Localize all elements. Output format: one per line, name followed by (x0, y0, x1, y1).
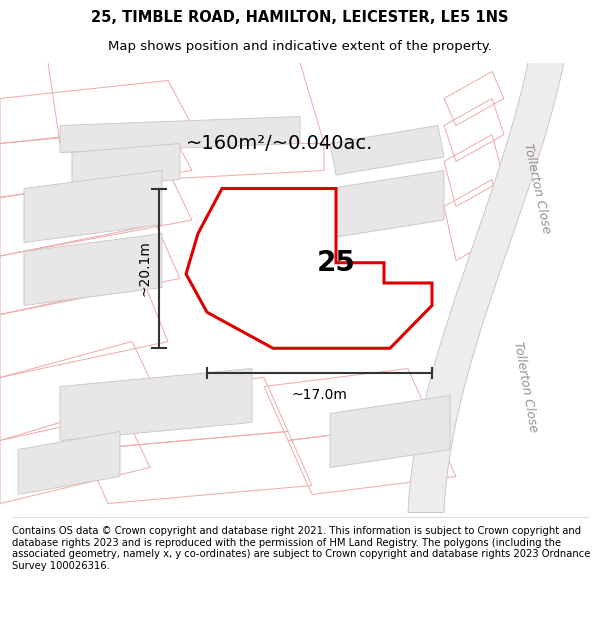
Polygon shape (24, 171, 162, 242)
Polygon shape (24, 234, 162, 306)
Text: Contains OS data © Crown copyright and database right 2021. This information is : Contains OS data © Crown copyright and d… (12, 526, 590, 571)
Polygon shape (330, 171, 444, 238)
Text: Tollerton Close: Tollerton Close (511, 340, 539, 433)
Polygon shape (186, 189, 432, 348)
Text: Tollerton Close: Tollerton Close (521, 142, 553, 235)
Text: ~17.0m: ~17.0m (292, 388, 347, 402)
Text: Map shows position and indicative extent of the property.: Map shows position and indicative extent… (108, 40, 492, 52)
Text: 25: 25 (317, 249, 355, 277)
Polygon shape (60, 116, 300, 152)
Polygon shape (72, 144, 180, 189)
Polygon shape (330, 126, 444, 175)
Polygon shape (330, 396, 450, 468)
Polygon shape (18, 431, 120, 494)
Polygon shape (408, 62, 564, 512)
Polygon shape (276, 198, 429, 319)
Text: ~20.1m: ~20.1m (137, 241, 151, 296)
Text: 25, TIMBLE ROAD, HAMILTON, LEICESTER, LE5 1NS: 25, TIMBLE ROAD, HAMILTON, LEICESTER, LE… (91, 10, 509, 25)
Text: ~160m²/~0.040ac.: ~160m²/~0.040ac. (186, 134, 373, 153)
Polygon shape (60, 369, 252, 441)
